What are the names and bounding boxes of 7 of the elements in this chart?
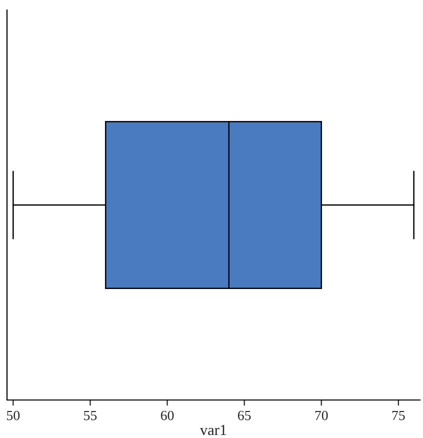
- x-axis-title: var1: [200, 424, 226, 436]
- x-tick-label: 65: [238, 410, 251, 420]
- x-tick-label: 70: [315, 410, 328, 420]
- x-tick-label: 75: [392, 410, 405, 420]
- x-tick-label: 55: [84, 410, 97, 420]
- x-tick-label: 60: [160, 410, 174, 420]
- x-tick-label: 50: [7, 410, 20, 420]
